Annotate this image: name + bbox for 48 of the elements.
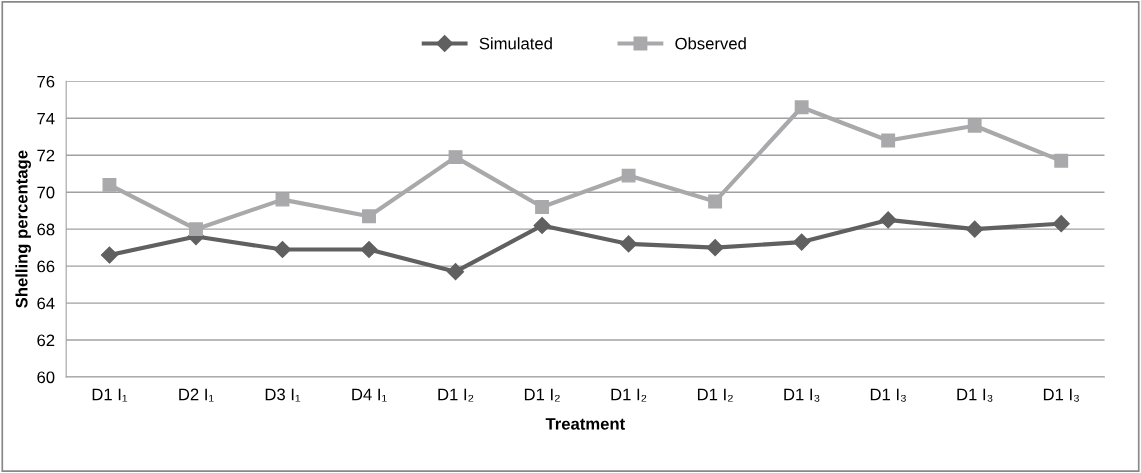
point [620,235,638,253]
point [275,192,290,207]
x-tick-label: D1 I₃ [870,388,906,402]
y-axis-title: Shelling percentage [15,150,31,308]
y-tick-label: 74 [37,112,55,125]
point [448,150,463,165]
x-tick-label: D1 I₂ [697,388,733,402]
legend-label: Simulated [479,37,552,50]
y-tick-label: 66 [37,260,55,273]
y-tick-label: 62 [37,334,55,347]
point [621,168,636,183]
x-axis-title: Treatment [545,418,625,430]
point [446,263,465,281]
point [273,240,292,259]
legend-label: Observed [675,37,746,50]
point [708,194,723,209]
x-tick-label: D1 I₃ [1043,388,1079,402]
x-tick-label: D1 I₂ [611,388,647,402]
point [102,177,117,192]
x-tick-label: D2 I₁ [179,388,214,402]
point [706,239,724,257]
point [794,100,809,115]
point [881,133,896,148]
point [533,216,551,235]
point [100,246,118,264]
point [535,200,550,214]
x-tick-label: D3 I₁ [265,388,301,402]
x-tick-label: D1 I₂ [438,388,474,402]
y-tick-label: 76 [37,75,55,88]
point [1052,215,1070,233]
point [793,233,811,251]
point [966,220,984,238]
y-tick-label: 68 [37,223,55,236]
x-tick-label: D1 I₃ [957,388,993,402]
y-tick-label: 72 [37,149,55,162]
point [1054,153,1069,168]
x-tick-label: D1 I₁ [92,388,128,402]
x-tick-label: D4 I₁ [352,388,387,402]
y-tick-label: 70 [37,186,55,199]
y-tick-label: 60 [37,371,55,384]
point [879,211,897,229]
point [189,222,203,237]
y-tick-label: 64 [37,297,55,310]
x-tick-label: D1 I₂ [524,388,560,402]
point [362,209,376,224]
point [967,118,982,133]
x-tick-label: D1 I₃ [784,388,820,402]
point [360,240,378,259]
